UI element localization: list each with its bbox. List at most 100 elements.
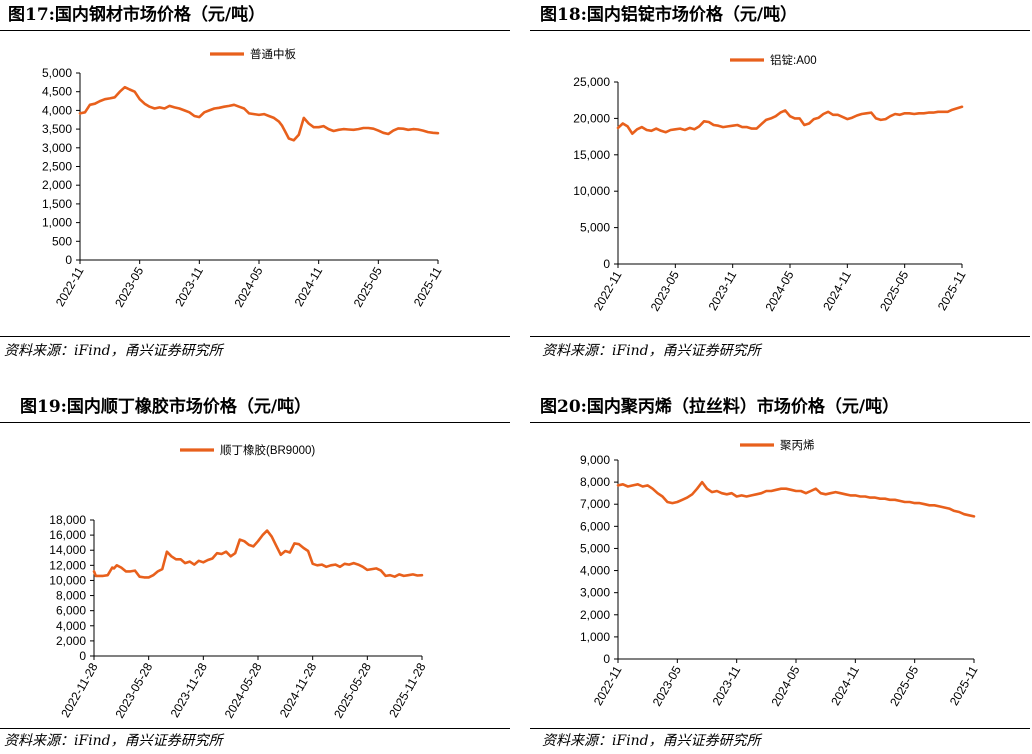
chart-panel-17: 图17:国内钢材市场价格（元/吨） 普通中板 0 500 1,000 1,500 2,00… [0, 0, 510, 372]
y-tick-label: 2,500 [42, 160, 72, 174]
chart-svg: 顺丁橡胶(BR9000)02,0004,0006,0008,00010,0001… [49, 443, 429, 721]
x-tick-label: 2024-05-28 [222, 660, 265, 720]
x-tick-label: 2023-05 [650, 663, 684, 708]
legend: 聚丙烯 [740, 439, 815, 452]
x-tick-label: 2022-11 [53, 264, 87, 309]
y-tick-label: 1,000 [42, 216, 72, 230]
y-tick-label: 0 [65, 253, 72, 267]
x-tick-label: 2023-05 [648, 268, 682, 313]
chart-svg: 普通中板 0 500 1,000 1,500 2,000 2,500 3,000 3,500 4,… [42, 47, 445, 310]
chart-panel-18: 图18:国内铝锭市场价格（元/吨） 铝锭:A00 0 5,000 10,000 15,0… [530, 0, 1030, 372]
y-tick-label: 8,000 [580, 475, 610, 489]
x-tick-label: 2023-11-28 [168, 660, 211, 720]
x-tick-label: 2025-05-28 [331, 660, 374, 720]
x-tick-label: 2025-11 [411, 264, 445, 309]
chart-panel-19: 图19:国内顺丁橡胶市场价格（元/吨） 顺丁橡胶(BR9000) 0 2,000 4,… [0, 392, 510, 754]
y-tick-label: 5,000 [580, 541, 610, 555]
x-tick-label: 2025-11 [935, 268, 969, 313]
x-tick-label: 2024-11 [292, 264, 326, 309]
y-tick-label: 5,000 [580, 221, 610, 235]
y-tick-label: 20,000 [573, 111, 610, 125]
y-tick-label: 15,000 [573, 148, 610, 162]
y-tick-label: 7,000 [580, 497, 610, 511]
y-tick-label: 4,000 [580, 564, 610, 578]
chart-title: 图19:国内顺丁橡胶市场价格（元/吨） [20, 397, 312, 417]
x-tick-label: 2023-11 [710, 663, 744, 708]
y-tick-label: 6,000 [56, 604, 86, 618]
x-tick-label: 2024-11-28 [277, 660, 320, 720]
x-tick-label: 2024-05 [762, 268, 796, 313]
x-tick-label: 2025-05 [887, 663, 921, 708]
y-tick-label: 6,000 [580, 519, 610, 533]
source-note: 资料来源：iFind，甬兴证券研究所 [4, 733, 223, 749]
y-tick-label: 2,000 [42, 178, 72, 192]
source-rule [0, 728, 510, 729]
x-tick-label: 2022-11 [591, 268, 625, 313]
y-tick-label: 16,000 [49, 528, 86, 542]
chart-title: 图18:国内铝锭市场价格（元/吨） [540, 5, 798, 25]
x-tick-label: 2022-11 [591, 663, 625, 708]
y-tick-label: 0 [603, 652, 610, 666]
x-tick-label: 2025-05 [877, 268, 911, 313]
x-tick-label: 2025-11-28 [386, 660, 429, 720]
y-tick-label: 4,000 [56, 619, 86, 633]
source-rule [530, 728, 1030, 729]
y-tick-label: 3,500 [42, 122, 72, 136]
x-tick-label: 2024-11 [820, 268, 854, 313]
x-tick-label: 2025-05 [351, 264, 385, 309]
source-note: 资料来源：iFind，甬兴证券研究所 [542, 343, 761, 359]
legend: 普通中板 [210, 47, 296, 61]
series-line [78, 85, 440, 142]
y-tick-label: 0 [79, 649, 86, 663]
title-rule [0, 422, 510, 423]
x-tick-label: 2024-05 [768, 663, 802, 708]
y-tick-label: 2,000 [580, 608, 610, 622]
series-line [92, 529, 424, 579]
title-rule [530, 422, 1030, 423]
y-tick-label: 18,000 [49, 513, 86, 527]
y-tick-label: 12,000 [49, 558, 86, 572]
x-tick-label: 2023-05 [112, 264, 146, 309]
x-tick-label: 2023-11 [706, 268, 740, 313]
source-note: 资料来源：iFind，甬兴证券研究所 [542, 733, 761, 749]
x-tick-label: 2022-11-28 [58, 660, 101, 720]
y-tick-label: 4,000 [42, 103, 72, 117]
y-tick-label: 3,000 [42, 141, 72, 155]
y-tick-label: 25,000 [573, 75, 610, 89]
chart-svg: 铝锭:A00 0 5,000 10,000 15,000 20,000 25,000 2022… [573, 53, 969, 314]
y-tick-label: 2,000 [56, 634, 86, 648]
y-tick-label: 4,500 [42, 85, 72, 99]
y-tick-label: 5,000 [42, 66, 72, 80]
x-tick-label: 2023-11 [172, 264, 206, 309]
title-rule [530, 30, 1030, 31]
chart-panel-20: 图20:国内聚丙烯（拉丝料）市场价格（元/吨） 聚丙烯 0 1,000 2,000 3,… [530, 392, 1030, 754]
source-rule [0, 336, 510, 337]
x-tick-label: 2024-05 [231, 264, 265, 309]
y-tick-label: 14,000 [49, 543, 86, 557]
legend-label: 铝锭:A00 [770, 53, 817, 67]
y-tick-label: 3,000 [580, 586, 610, 600]
legend: 顺丁橡胶(BR9000) [180, 443, 315, 457]
y-tick-label: 8,000 [56, 589, 86, 603]
y-tick-label: 10,000 [49, 573, 86, 587]
chart-title: 图20:国内聚丙烯（拉丝料）市场价格（元/吨） [540, 397, 900, 417]
chart-title: 图17:国内钢材市场价格（元/吨） [8, 5, 266, 25]
legend-label: 普通中板 [250, 47, 296, 61]
source-rule [530, 336, 1030, 337]
title-rule [0, 30, 510, 31]
y-tick-label: 1,000 [580, 630, 610, 644]
legend: 铝锭:A00 [730, 53, 817, 67]
series-line [616, 480, 976, 518]
y-tick-label: 9,000 [580, 453, 610, 467]
y-tick-label: 500 [52, 234, 72, 248]
legend-label: 顺丁橡胶(BR9000) [220, 443, 315, 457]
x-tick-label: 2024-11 [828, 663, 862, 708]
source-note: 资料来源：iFind，甬兴证券研究所 [4, 343, 223, 359]
x-tick-label: 2025-11 [947, 663, 981, 708]
legend-label: 聚丙烯 [780, 439, 815, 452]
y-tick-label: 10,000 [573, 184, 610, 198]
y-tick-label: 0 [603, 257, 610, 271]
series-line [616, 105, 964, 135]
y-tick-label: 1,500 [42, 197, 72, 211]
chart-svg: 聚丙烯 0 1,000 2,000 3,000 4,000 5,000 6,000 7,000 8… [580, 439, 981, 709]
